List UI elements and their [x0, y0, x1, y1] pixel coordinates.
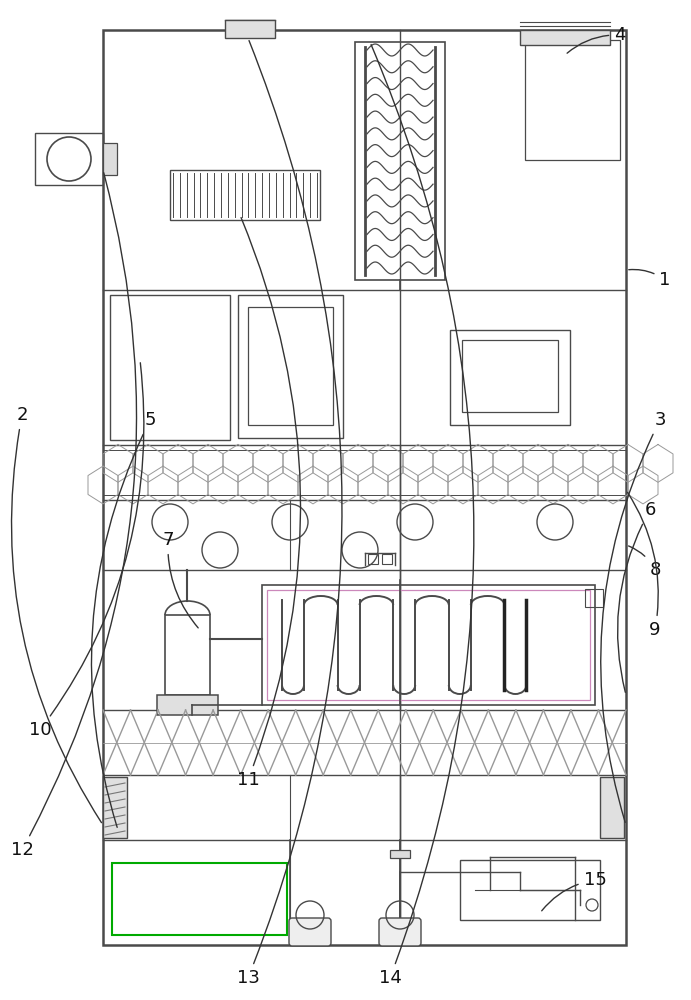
Text: 4: 4 — [567, 26, 626, 53]
Bar — [355, 42, 445, 280]
Bar — [460, 860, 600, 920]
Bar — [225, 20, 275, 38]
Bar — [165, 615, 210, 695]
Bar — [450, 330, 570, 425]
Text: 1: 1 — [629, 269, 671, 289]
Bar — [520, 30, 610, 45]
Bar — [110, 295, 230, 440]
Bar — [525, 40, 620, 160]
Text: 12: 12 — [10, 173, 137, 859]
Bar — [585, 589, 603, 607]
Bar — [368, 554, 378, 564]
Bar — [35, 133, 103, 185]
FancyBboxPatch shape — [379, 918, 421, 946]
Text: 10: 10 — [29, 363, 144, 739]
Bar — [382, 554, 392, 564]
Text: 14: 14 — [371, 45, 474, 987]
Bar — [462, 340, 558, 412]
Bar — [238, 295, 343, 438]
Text: 3: 3 — [600, 411, 665, 822]
Bar — [262, 585, 595, 705]
Bar — [103, 30, 626, 945]
Bar — [170, 170, 320, 220]
Text: 7: 7 — [162, 531, 198, 628]
Text: 5: 5 — [91, 411, 155, 827]
Text: 8: 8 — [629, 546, 661, 579]
Text: 15: 15 — [542, 871, 607, 911]
Text: 13: 13 — [236, 41, 342, 987]
Text: 11: 11 — [236, 218, 301, 789]
Text: 9: 9 — [627, 492, 661, 639]
Bar — [103, 143, 117, 175]
Bar — [267, 590, 590, 700]
Text: 6: 6 — [618, 501, 656, 692]
Text: 2: 2 — [12, 406, 102, 823]
Bar — [157, 695, 218, 715]
Bar — [390, 850, 410, 858]
FancyBboxPatch shape — [289, 918, 331, 946]
Bar — [248, 307, 333, 425]
Bar — [103, 777, 127, 838]
Bar — [600, 777, 624, 838]
Bar — [112, 863, 287, 935]
